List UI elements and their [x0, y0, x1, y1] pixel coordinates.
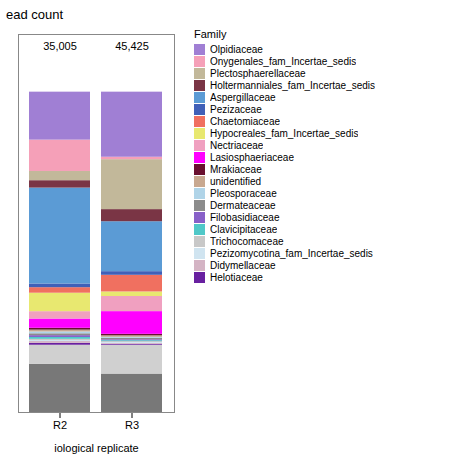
html-text:Olpidiaceae: Olpidiaceae — [210, 44, 263, 55]
html-text:Lasiosphaeriaceae: Lasiosphaeriaceae — [210, 152, 294, 163]
html-text:Helotiaceae: Helotiaceae — [210, 272, 263, 283]
html-text:Pleosporaceae: Pleosporaceae — [210, 188, 277, 199]
html-text:unidentified: unidentified — [210, 176, 262, 187]
html-text:Mrakiaceae: Mrakiaceae — [210, 164, 262, 175]
html-text:Hypocreales_fam_Incertae_sedis: Hypocreales_fam_Incertae_sedis — [210, 128, 359, 139]
svg-text:R2: R2 — [53, 419, 67, 431]
html-text:Nectriaceae: Nectriaceae — [210, 140, 264, 151]
html-text:Onygenales_fam_Incertae_sedis: Onygenales_fam_Incertae_sedis — [210, 56, 357, 67]
svg-text:iological replicate: iological replicate — [54, 442, 138, 454]
html-text:Filobasidiaceae: Filobasidiaceae — [210, 212, 280, 223]
html-text:Pezizaceae: Pezizaceae — [210, 104, 262, 115]
html-text:Pezizomycotina_fam_Incertae_se: Pezizomycotina_fam_Incertae_sedis — [210, 248, 373, 259]
html-text:Didymellaceae: Didymellaceae — [210, 260, 276, 271]
html-text:Holtermanniales_fam_Incertae_s: Holtermanniales_fam_Incertae_sedis — [210, 80, 376, 91]
svg-text:45,425: 45,425 — [115, 40, 149, 52]
svg-text:R3: R3 — [125, 419, 139, 431]
html-text:Chaetomiaceae: Chaetomiaceae — [210, 116, 280, 127]
html-text:Family: Family — [194, 28, 227, 40]
html-text:Clavicipitaceae: Clavicipitaceae — [210, 224, 278, 235]
html-text:Aspergillaceae: Aspergillaceae — [210, 92, 276, 103]
html-text:Trichocomaceae: Trichocomaceae — [210, 236, 284, 247]
html-text:Plectosphaerellaceae: Plectosphaerellaceae — [210, 68, 306, 79]
html-text:Dermateaceae: Dermateaceae — [210, 200, 276, 211]
html-text:ead count: ead count — [6, 7, 64, 22]
svg-text:35,005: 35,005 — [43, 40, 77, 52]
